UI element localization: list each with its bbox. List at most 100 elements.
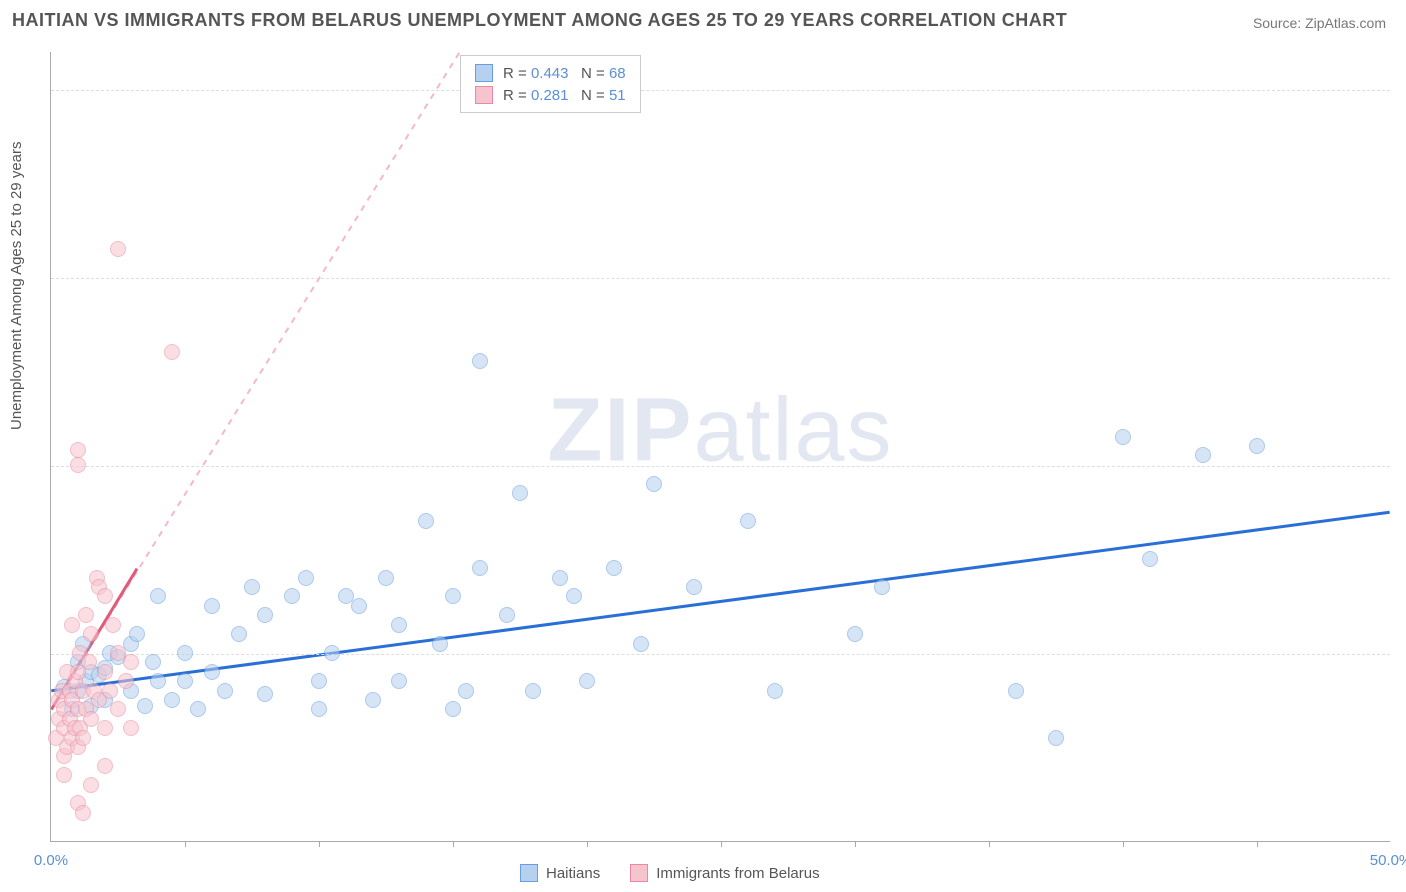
legend-swatch <box>630 864 648 882</box>
scatter-point <box>97 664 113 680</box>
scatter-point <box>70 442 86 458</box>
legend-correlation-row: R = 0.443 N = 68 <box>475 62 626 84</box>
legend-swatch <box>475 86 493 104</box>
scatter-point <box>740 513 756 529</box>
chart-plot-area: ZIPatlas 10.0%20.0%30.0%40.0%0.0%50.0% <box>50 52 1390 842</box>
scatter-point <box>164 344 180 360</box>
scatter-point <box>1195 447 1211 463</box>
scatter-point <box>378 570 394 586</box>
scatter-point <box>105 617 121 633</box>
source-label: Source: ZipAtlas.com <box>1253 15 1386 31</box>
legend-correlation-text: R = 0.443 N = 68 <box>503 65 626 82</box>
gridline-horizontal <box>51 654 1390 655</box>
legend-series-item: Immigrants from Belarus <box>630 864 819 882</box>
scatter-point <box>391 617 407 633</box>
scatter-point <box>244 579 260 595</box>
scatter-point <box>97 588 113 604</box>
scatter-point <box>1008 683 1024 699</box>
scatter-point <box>70 457 86 473</box>
x-minor-tick <box>855 841 856 847</box>
scatter-point <box>102 683 118 699</box>
scatter-point <box>177 645 193 661</box>
scatter-point <box>365 692 381 708</box>
gridline-horizontal <box>51 278 1390 279</box>
scatter-point <box>552 570 568 586</box>
legend-correlation-text: R = 0.281 N = 51 <box>503 87 626 104</box>
x-minor-tick <box>1257 841 1258 847</box>
scatter-point <box>129 626 145 642</box>
scatter-point <box>81 654 97 670</box>
scatter-point <box>150 673 166 689</box>
scatter-point <box>78 607 94 623</box>
scatter-point <box>164 692 180 708</box>
scatter-point <box>75 730 91 746</box>
legend-series-item: Haitians <box>520 864 600 882</box>
scatter-point <box>418 513 434 529</box>
scatter-point <box>110 241 126 257</box>
scatter-point <box>118 673 134 689</box>
scatter-point <box>1048 730 1064 746</box>
scatter-point <box>472 353 488 369</box>
x-tick-label: 0.0% <box>34 852 68 869</box>
scatter-point <box>204 664 220 680</box>
x-tick-label: 50.0% <box>1370 852 1406 869</box>
x-minor-tick <box>185 841 186 847</box>
scatter-point <box>1115 429 1131 445</box>
scatter-point <box>311 701 327 717</box>
scatter-point <box>499 607 515 623</box>
scatter-point <box>298 570 314 586</box>
scatter-point <box>123 720 139 736</box>
scatter-point <box>445 588 461 604</box>
x-minor-tick <box>1123 841 1124 847</box>
legend-series-label: Immigrants from Belarus <box>656 865 819 882</box>
trend-lines-overlay <box>51 52 1390 841</box>
scatter-point <box>633 636 649 652</box>
scatter-point <box>767 683 783 699</box>
gridline-horizontal <box>51 466 1390 467</box>
scatter-point <box>257 686 273 702</box>
scatter-point <box>874 579 890 595</box>
scatter-point <box>123 654 139 670</box>
legend-correlation-row: R = 0.281 N = 51 <box>475 84 626 106</box>
x-minor-tick <box>989 841 990 847</box>
scatter-point <box>97 758 113 774</box>
scatter-point <box>311 673 327 689</box>
scatter-point <box>97 720 113 736</box>
scatter-point <box>145 654 161 670</box>
scatter-point <box>231 626 247 642</box>
scatter-point <box>512 485 528 501</box>
scatter-point <box>217 683 233 699</box>
gridline-horizontal <box>51 90 1390 91</box>
scatter-point <box>177 673 193 689</box>
scatter-point <box>150 588 166 604</box>
x-minor-tick <box>453 841 454 847</box>
scatter-point <box>110 701 126 717</box>
scatter-point <box>1249 438 1265 454</box>
chart-title: HAITIAN VS IMMIGRANTS FROM BELARUS UNEMP… <box>12 10 1067 31</box>
scatter-point <box>646 476 662 492</box>
scatter-point <box>606 560 622 576</box>
scatter-point <box>686 579 702 595</box>
scatter-point <box>432 636 448 652</box>
scatter-point <box>56 767 72 783</box>
legend-swatch <box>520 864 538 882</box>
scatter-point <box>579 673 595 689</box>
scatter-point <box>847 626 863 642</box>
scatter-point <box>391 673 407 689</box>
y-axis-label: Unemployment Among Ages 25 to 29 years <box>8 141 25 430</box>
scatter-point <box>190 701 206 717</box>
legend-swatch <box>475 64 493 82</box>
scatter-point <box>83 777 99 793</box>
series-legend: Haitians Immigrants from Belarus <box>520 864 820 882</box>
scatter-point <box>445 701 461 717</box>
scatter-point <box>525 683 541 699</box>
scatter-point <box>458 683 474 699</box>
scatter-point <box>566 588 582 604</box>
scatter-point <box>83 626 99 642</box>
scatter-point <box>75 805 91 821</box>
scatter-point <box>324 645 340 661</box>
scatter-point <box>284 588 300 604</box>
scatter-point <box>257 607 273 623</box>
scatter-point <box>137 698 153 714</box>
scatter-point <box>351 598 367 614</box>
